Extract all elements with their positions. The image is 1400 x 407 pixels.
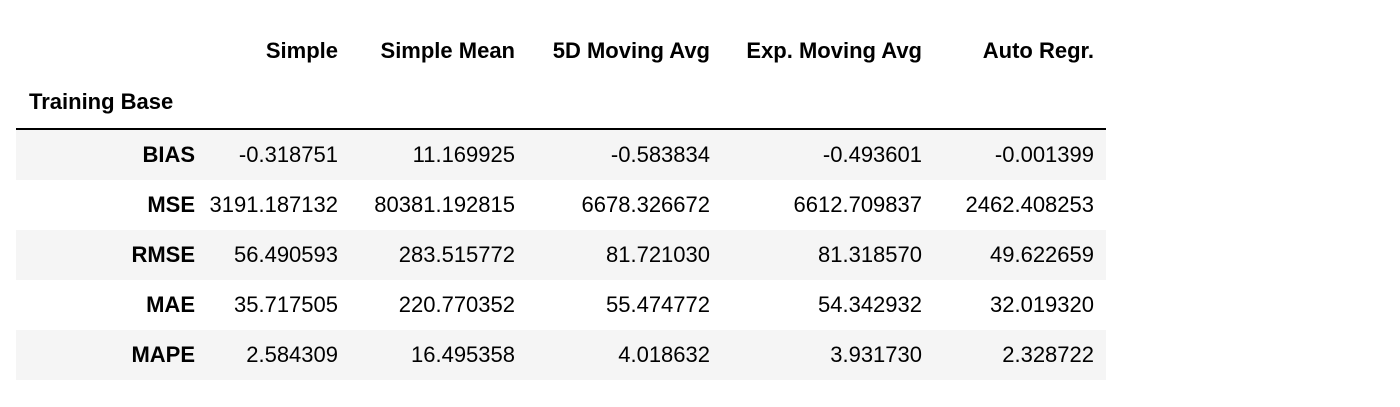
table-cell: 80381.192815 xyxy=(374,192,515,217)
table-cell: 4.018632 xyxy=(618,342,710,367)
row-label: MSE xyxy=(147,192,195,217)
table-cell: 220.770352 xyxy=(398,292,515,317)
row-label: MAPE xyxy=(131,342,195,367)
table-cell: 283.515772 xyxy=(398,242,515,267)
table-cell: -0.583834 xyxy=(610,142,710,167)
table-cell: 3.931730 xyxy=(830,342,922,367)
table-cell: 32.019320 xyxy=(990,292,1094,317)
index-name-row: Training Base xyxy=(16,76,1106,129)
table-cell: 6612.709837 xyxy=(793,192,922,217)
table-cell: 54.342932 xyxy=(818,292,922,317)
table-cell: -0.318751 xyxy=(238,142,338,167)
table-cell: 11.169925 xyxy=(412,142,515,167)
table-cell: 2.328722 xyxy=(1002,342,1094,367)
table-row: MAE 35.717505 220.770352 55.474772 54.34… xyxy=(16,280,1106,330)
row-label: MAE xyxy=(146,292,195,317)
table-row: MAPE 2.584309 16.495358 4.018632 3.93173… xyxy=(16,330,1106,380)
table-cell: 81.318570 xyxy=(818,242,922,267)
table-cell: -0.001399 xyxy=(994,142,1094,167)
table-cell: -0.493601 xyxy=(822,142,922,167)
column-header-simple: Simple xyxy=(265,38,338,63)
table-cell: 6678.326672 xyxy=(581,192,710,217)
table-cell: 2462.408253 xyxy=(965,192,1094,217)
corner-cell xyxy=(16,26,195,76)
table-row: BIAS -0.318751 11.169925 -0.583834 -0.49… xyxy=(16,129,1106,180)
table-cell: 49.622659 xyxy=(990,242,1094,267)
dataframe-container: Simple Simple Mean 5D Moving Avg Exp. Mo… xyxy=(16,26,1106,380)
table-row: RMSE 56.490593 283.515772 81.721030 81.3… xyxy=(16,230,1106,280)
column-header-row: Simple Simple Mean 5D Moving Avg Exp. Mo… xyxy=(16,26,1106,76)
column-header-5d-moving-avg: 5D Moving Avg xyxy=(552,38,710,63)
metrics-table: Simple Simple Mean 5D Moving Avg Exp. Mo… xyxy=(16,26,1106,380)
table-cell: 35.717505 xyxy=(234,292,338,317)
table-cell: 81.721030 xyxy=(606,242,710,267)
index-name: Training Base xyxy=(29,89,174,114)
column-header-auto-regr: Auto Regr. xyxy=(982,38,1094,63)
table-cell: 55.474772 xyxy=(606,292,710,317)
row-label: RMSE xyxy=(131,242,195,267)
table-cell: 2.584309 xyxy=(246,342,338,367)
table-cell: 3191.187132 xyxy=(209,192,338,217)
table-row: MSE 3191.187132 80381.192815 6678.326672… xyxy=(16,180,1106,230)
column-header-simple-mean: Simple Mean xyxy=(380,38,515,63)
column-header-exp-moving-avg: Exp. Moving Avg xyxy=(746,38,922,63)
row-label: BIAS xyxy=(142,142,195,167)
table-cell: 16.495358 xyxy=(411,342,515,367)
table-cell: 56.490593 xyxy=(234,242,338,267)
